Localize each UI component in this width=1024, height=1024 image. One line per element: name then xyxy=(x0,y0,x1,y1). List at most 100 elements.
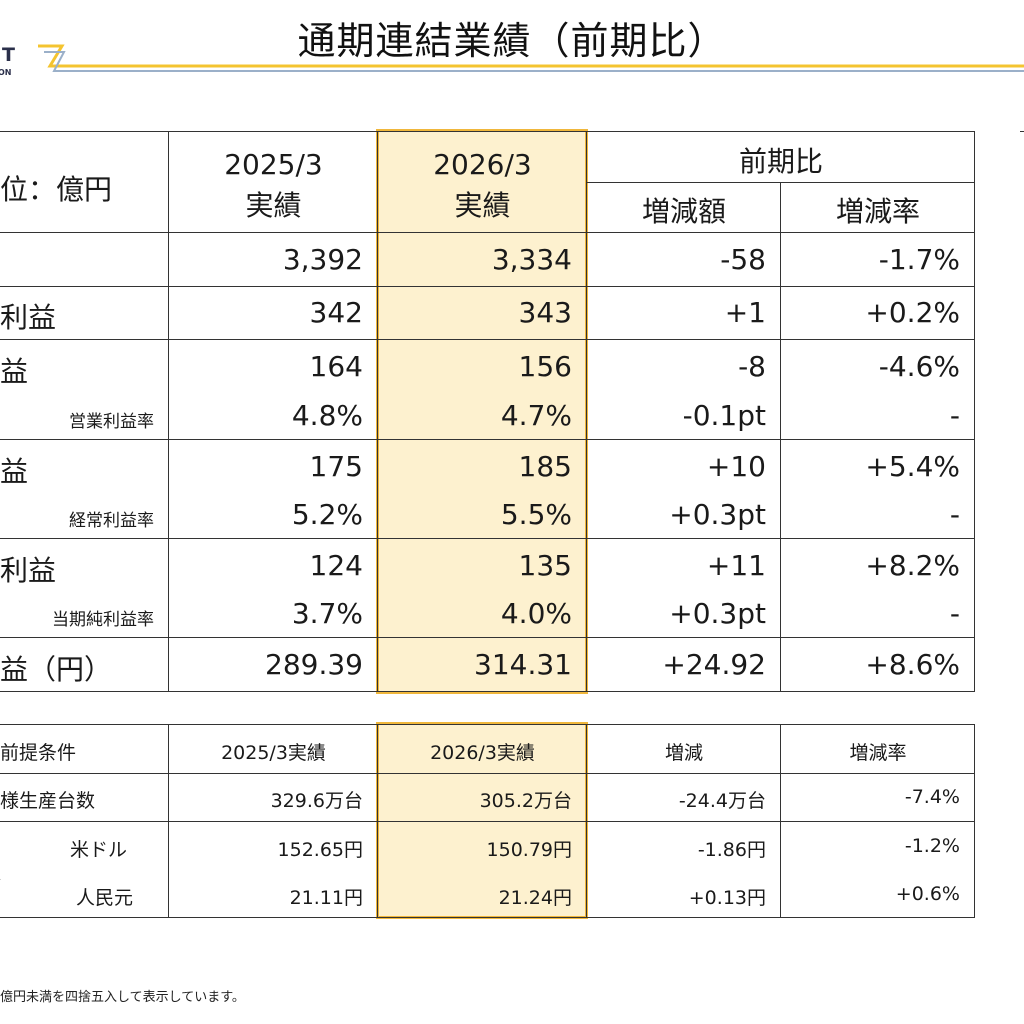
header-curr: 2026/3実績 xyxy=(430,742,535,764)
table-row xyxy=(0,539,169,638)
table-cell xyxy=(169,539,378,638)
footnote: 億円未満を四捨五入して表示しています。 xyxy=(0,990,245,1005)
row-label: 利益 xyxy=(0,554,57,587)
diff-value: +1 xyxy=(724,296,766,329)
company-logo: T ON xyxy=(0,40,56,80)
rate-value: -7.4% xyxy=(904,786,960,808)
curr-value: 343 xyxy=(518,296,572,329)
curr-value: 150.79円 xyxy=(486,839,572,861)
table-cell xyxy=(378,638,587,692)
table-cell xyxy=(0,725,169,774)
prev-year-header-cell xyxy=(169,132,378,233)
table-cell xyxy=(378,287,587,340)
header-prev: 2025/3実績 xyxy=(221,742,326,764)
unit-header-cell xyxy=(0,132,169,233)
table-cell xyxy=(378,822,587,918)
table-cell xyxy=(587,539,781,638)
diff-value: -24.4万台 xyxy=(678,790,766,812)
logo-subtext: ON xyxy=(0,68,12,77)
row-label: 利益 xyxy=(0,301,57,334)
table-cell xyxy=(781,340,975,440)
table-cell xyxy=(781,725,975,774)
table-cell xyxy=(169,340,378,440)
table-cell xyxy=(587,233,781,287)
sub-prev-value: 5.2% xyxy=(291,498,363,531)
rate-value: +8.2% xyxy=(865,549,960,582)
table-cell xyxy=(781,287,975,340)
sub-diff-value: -0.1pt xyxy=(682,399,766,432)
table-cell xyxy=(781,539,975,638)
table-row xyxy=(0,340,169,440)
diff-value: -1.86円 xyxy=(697,839,766,861)
diff-value: +24.92 xyxy=(662,648,766,681)
curr-value: 305.2万台 xyxy=(479,790,572,812)
sub-prev-value: 3.7% xyxy=(291,597,363,630)
prev-value: 175 xyxy=(309,450,363,483)
table-cell xyxy=(781,774,975,822)
row-label: 益（円） xyxy=(0,653,113,686)
prev-value: 124 xyxy=(309,549,363,582)
table-cell xyxy=(781,638,975,692)
table-cell xyxy=(781,233,975,287)
table-cell xyxy=(169,638,378,692)
table-cell xyxy=(781,822,975,918)
rate-header-cell xyxy=(781,183,975,233)
table-cell xyxy=(587,440,781,539)
table-cell xyxy=(378,340,587,440)
table-row xyxy=(0,440,169,539)
sub-row-label: 営業利益率 xyxy=(69,412,154,432)
header-diff: 増減 xyxy=(664,742,703,764)
sub-row-label: 経常利益率 xyxy=(69,511,154,531)
curr-value: 21.24円 xyxy=(498,887,572,909)
table-cell xyxy=(169,822,378,918)
diff-value: -58 xyxy=(720,243,766,276)
curr-year-kind: 実績 xyxy=(454,189,511,222)
sub-diff-value: +0.3pt xyxy=(669,597,766,630)
prev-year-kind: 実績 xyxy=(245,189,302,222)
curr-value: 185 xyxy=(518,450,572,483)
header-rate: 増減率 xyxy=(849,742,907,764)
table-row xyxy=(0,287,169,340)
diff-value: +11 xyxy=(706,549,766,582)
diff-value: +10 xyxy=(706,450,766,483)
curr-year-header-cell xyxy=(378,132,587,233)
table-cell xyxy=(378,539,587,638)
table-cell xyxy=(781,440,975,539)
fx-mark: 、 xyxy=(0,858,13,885)
table-cell xyxy=(378,233,587,287)
row-label: 人民元 xyxy=(75,887,133,909)
sub-rate-value: - xyxy=(949,399,960,432)
rate-value: -1.7% xyxy=(878,243,960,276)
sub-curr-value: 5.5% xyxy=(500,498,572,531)
rate-label: 増減率 xyxy=(835,195,920,228)
curr-value: 314.31 xyxy=(474,648,572,681)
right-edge-rule xyxy=(1020,131,1024,692)
table-cell xyxy=(169,233,378,287)
rate-value: +0.6% xyxy=(895,883,960,905)
diff-header-cell xyxy=(587,183,781,233)
table-row xyxy=(0,822,169,918)
table-cell xyxy=(378,440,587,539)
sub-rate-value: - xyxy=(949,498,960,531)
sub-row-label: 当期純利益率 xyxy=(52,610,154,630)
table-row xyxy=(0,774,169,822)
table-row xyxy=(0,638,169,692)
curr-value: 135 xyxy=(518,549,572,582)
diff-label: 増減額 xyxy=(641,195,726,228)
rate-value: +5.4% xyxy=(865,450,960,483)
table-row xyxy=(0,233,169,287)
table-cell xyxy=(169,725,378,774)
sub-prev-value: 4.8% xyxy=(291,399,363,432)
rate-value: -1.2% xyxy=(904,835,960,857)
header-label: 前提条件 xyxy=(0,742,77,764)
compare-header-cell xyxy=(587,132,975,183)
prev-value: 164 xyxy=(309,350,363,383)
rate-value: +0.2% xyxy=(865,296,960,329)
prev-value: 342 xyxy=(309,296,363,329)
row-label: 益 xyxy=(0,455,29,488)
current-year-highlight xyxy=(376,129,588,694)
table-cell xyxy=(169,287,378,340)
diff-value: +0.13円 xyxy=(688,887,766,909)
prev-year-period: 2025/3 xyxy=(224,148,323,181)
table-cell xyxy=(587,638,781,692)
